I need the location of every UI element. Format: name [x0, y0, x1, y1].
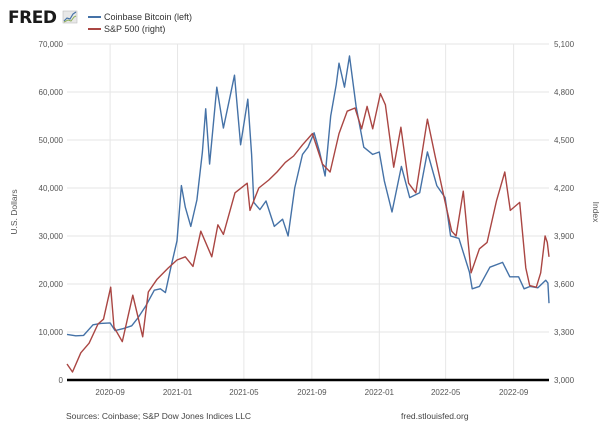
y-left-tick-label: 20,000: [39, 280, 64, 289]
x-tick-label: 2022-01: [365, 388, 395, 397]
left-axis-ticks: 0 10,000 20,000 30,000 40,000 50,000 60,000 70,…: [39, 40, 64, 385]
x-tick-label: 2021-05: [229, 388, 259, 397]
y-left-tick-label: 10,000: [39, 328, 64, 337]
y-right-tick-label: 5,100: [554, 40, 575, 49]
footer-sources: Sources: Coinbase; S&P Dow Jones Indices…: [66, 411, 251, 421]
y-left-tick-label: 60,000: [39, 88, 64, 97]
x-tick-label: 2021-01: [163, 388, 193, 397]
legend-label-bitcoin: Coinbase Bitcoin (left): [104, 12, 192, 22]
x-axis-ticks: 2020-09 2021-01 2021-05 2021-09 2022-01 2022-…: [95, 388, 528, 397]
y-left-tick-label: 70,000: [39, 40, 64, 49]
y-right-tick-label: 3,600: [554, 280, 575, 289]
y-right-tick-label: 3,000: [554, 376, 575, 385]
x-tick-label: 2022-05: [431, 388, 461, 397]
grid: [67, 43, 549, 380]
logo-graph-icon: [62, 10, 78, 24]
x-tick-label: 2020-09: [95, 388, 125, 397]
y-axis-left-label: U.S. Dollars: [9, 189, 19, 234]
x-tick-label: 2021-09: [297, 388, 327, 397]
legend-label-sp500: S&P 500 (right): [104, 24, 165, 34]
y-left-tick-label: 0: [59, 376, 64, 385]
y-right-tick-label: 3,300: [554, 328, 575, 337]
logo-text: FRED: [8, 8, 57, 28]
x-tick-label: 2022-09: [499, 388, 529, 397]
series-line-bitcoin: [66, 55, 550, 337]
legend: Coinbase Bitcoin (left) S&P 500 (right): [88, 12, 192, 34]
y-left-tick-label: 40,000: [39, 184, 64, 193]
fred-logo[interactable]: FRED: [8, 8, 78, 28]
series: [66, 55, 550, 373]
footer-site-link[interactable]: fred.stlouisfed.org: [401, 411, 469, 421]
series-line-sp500: [66, 92, 550, 373]
y-right-tick-label: 4,500: [554, 136, 575, 145]
y-right-tick-label: 4,200: [554, 184, 575, 193]
y-axis-right-label: Index: [591, 202, 601, 224]
y-left-tick-label: 50,000: [39, 136, 64, 145]
right-axis-ticks: 3,000 3,300 3,600 3,900 4,200 4,500 4,800 5,100: [554, 40, 575, 385]
y-left-tick-label: 30,000: [39, 232, 64, 241]
y-right-tick-label: 4,800: [554, 88, 575, 97]
y-right-tick-label: 3,900: [554, 232, 575, 241]
